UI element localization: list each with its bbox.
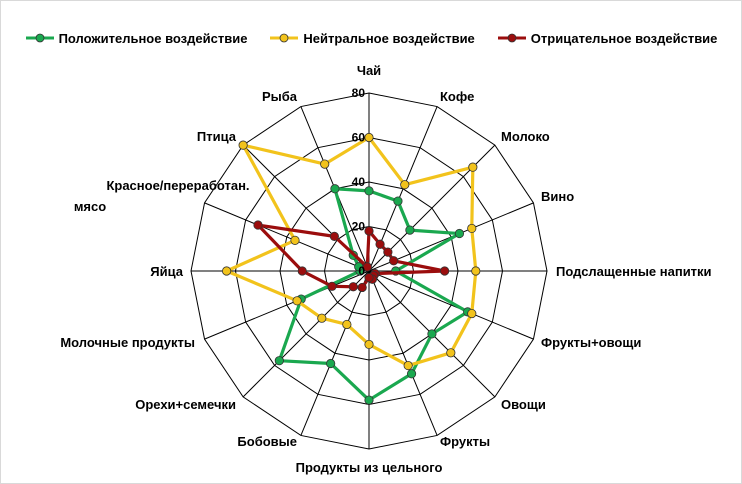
radial-tick-label: 80: [352, 86, 366, 100]
series-point: [330, 184, 340, 194]
legend-item: Отрицательное воздействие: [497, 30, 718, 46]
category-label: Овощи: [501, 397, 546, 412]
category-label: Продукты из цельного: [296, 460, 443, 475]
series-point: [446, 348, 456, 358]
series-point: [393, 196, 403, 206]
series-point: [467, 308, 477, 319]
series-point: [348, 282, 358, 292]
legend-label: Положительное воздействие: [58, 30, 248, 46]
series-point: [238, 140, 248, 150]
legend-item: Нейтральное воздействие: [269, 30, 475, 46]
series-point: [454, 228, 465, 239]
series-point: [364, 395, 374, 405]
series-point: [292, 296, 302, 306]
series-point: [222, 266, 232, 276]
category-label: Орехи+семечки: [135, 397, 236, 412]
series-point: [440, 266, 450, 276]
legend-label: Нейтральное воздействие: [303, 30, 475, 46]
series-point: [362, 262, 372, 272]
series-point: [405, 225, 415, 235]
radial-tick-label: 0: [358, 264, 365, 278]
series-point: [403, 360, 413, 371]
legend: Положительное воздействие Нейтральное воз…: [0, 27, 742, 49]
spoke: [242, 270, 370, 398]
spoke: [368, 270, 438, 436]
category-label: Молочные продукты: [60, 335, 195, 350]
series-point: [329, 231, 339, 241]
legend-swatch: [25, 33, 54, 43]
spoke: [300, 270, 370, 436]
radial-tick-label: 20: [352, 220, 366, 234]
series-point: [297, 266, 307, 276]
category-label: Яйца: [150, 264, 183, 279]
radial-tick-label: 40: [352, 175, 366, 189]
category-label: Рыба: [262, 89, 298, 104]
series-point: [364, 339, 374, 350]
category-label: Подслащенные напитки: [556, 264, 712, 279]
category-label: Фрукты: [440, 434, 490, 449]
category-label: Фрукты+овощи: [541, 335, 641, 350]
category-label: Бобовые: [237, 434, 297, 449]
category-label: Молоко: [501, 129, 550, 144]
spoke: [204, 202, 370, 272]
category-label: Кофе: [440, 89, 474, 104]
series-point: [364, 273, 374, 283]
series-point: [364, 226, 374, 236]
legend-swatch: [497, 33, 526, 43]
spoke: [368, 270, 534, 340]
category-label: Красное/переработан. мясо: [74, 178, 250, 214]
series-point: [400, 180, 410, 190]
series-point: [327, 281, 337, 291]
series-point: [342, 319, 352, 330]
radial-tick-label: 60: [352, 131, 366, 145]
series-point: [471, 266, 481, 276]
series-point: [383, 247, 393, 257]
series-point: [406, 369, 417, 379]
series-point: [375, 239, 385, 249]
series-point: [290, 235, 300, 245]
category-label: Вино: [541, 189, 574, 204]
series-point: [320, 159, 330, 169]
legend-swatch: [270, 33, 299, 43]
series-point: [427, 329, 437, 339]
series-point: [317, 313, 327, 323]
series-point: [467, 223, 477, 234]
series-point: [468, 162, 478, 172]
series-point: [389, 256, 399, 266]
legend-label: Отрицательное воздействие: [530, 30, 718, 46]
legend-item: Положительное воздействие: [25, 30, 248, 46]
category-label: Птица: [197, 129, 237, 144]
series-point: [364, 132, 374, 143]
series-point: [253, 220, 263, 230]
category-label: Чай: [357, 63, 381, 78]
series-line-0: [277, 187, 470, 402]
spoke: [204, 270, 370, 340]
series-point: [364, 186, 374, 196]
series-point: [326, 358, 336, 369]
series-point: [357, 282, 367, 293]
series-point: [274, 356, 284, 366]
